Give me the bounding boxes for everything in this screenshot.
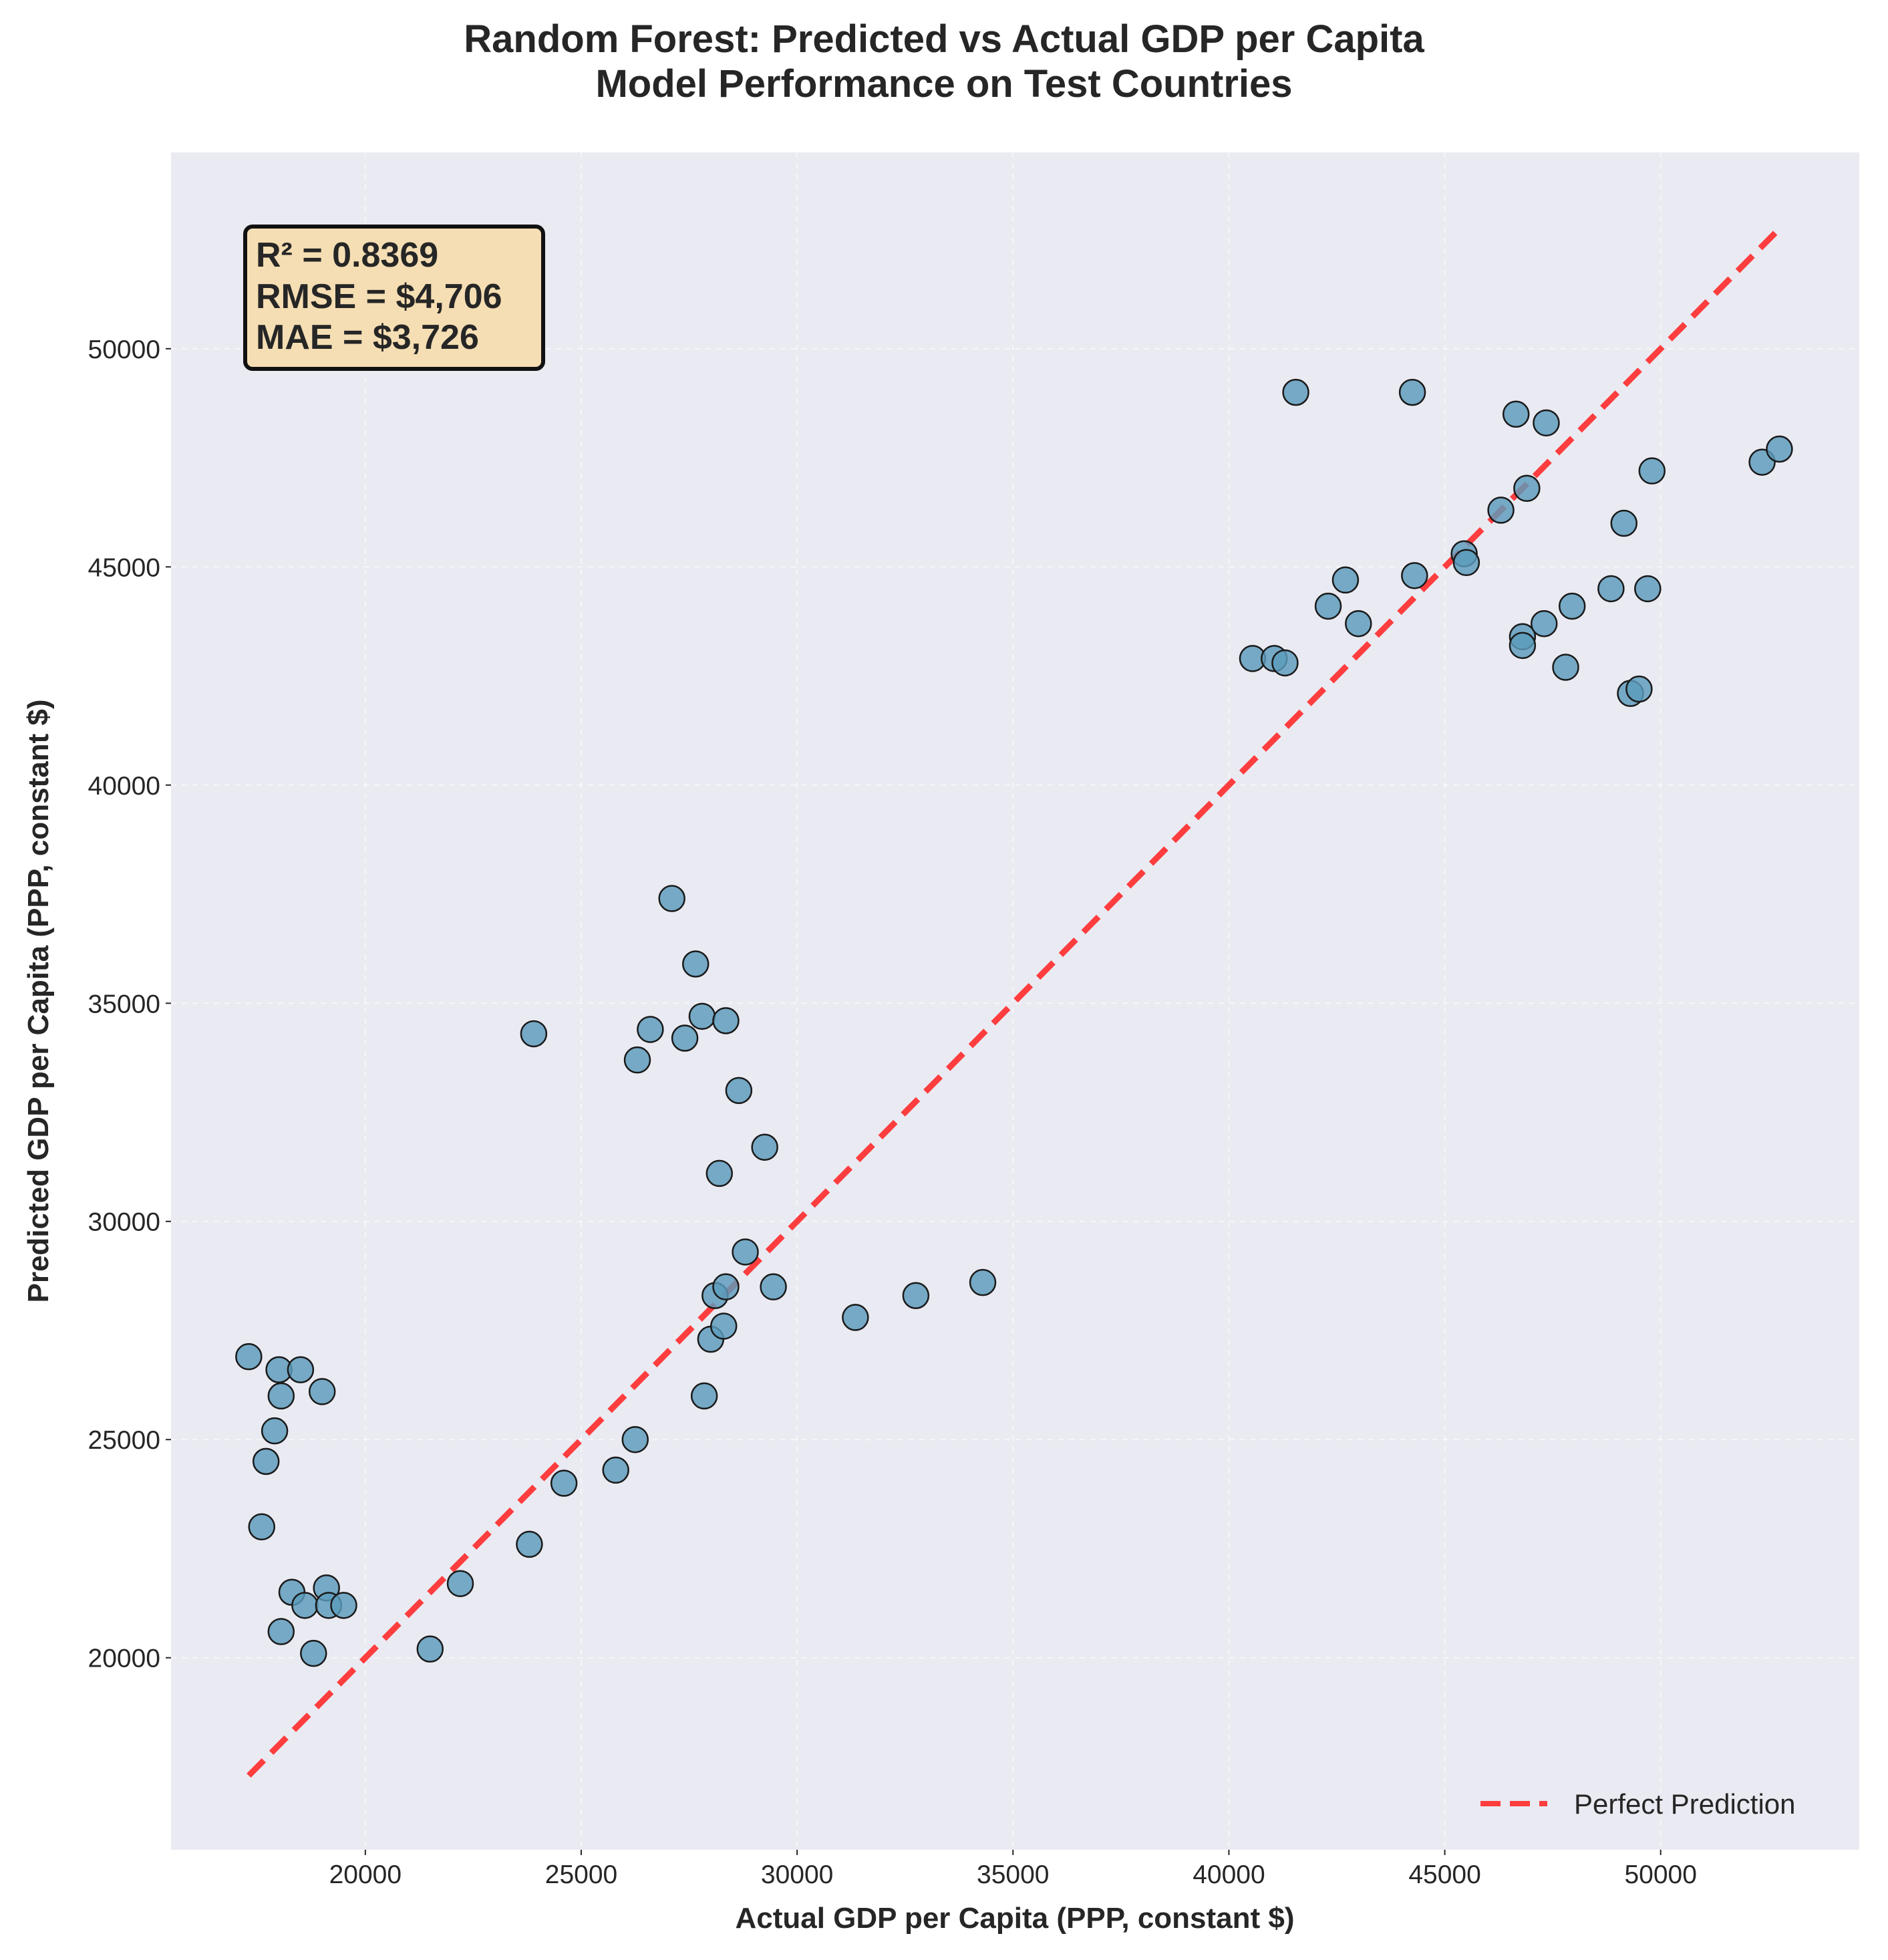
y-axis-label: Predicted GDP per Capita (PPP, constant … xyxy=(22,699,55,1302)
data-point xyxy=(681,950,710,978)
y-tick-label: 35000 xyxy=(88,990,160,1018)
x-tick-label: 50000 xyxy=(1624,1860,1696,1889)
x-tick-label: 30000 xyxy=(761,1860,833,1889)
data-point xyxy=(1638,457,1666,484)
data-point xyxy=(623,1046,651,1074)
data-point xyxy=(252,1447,280,1476)
data-point xyxy=(1558,592,1586,620)
data-point xyxy=(969,1268,997,1296)
data-point xyxy=(261,1417,289,1445)
y-tick-label: 25000 xyxy=(88,1426,160,1455)
y-tick-label: 40000 xyxy=(88,772,160,801)
data-point xyxy=(248,1513,275,1541)
data-point xyxy=(671,1024,699,1052)
y-tick-label: 20000 xyxy=(88,1645,160,1673)
axis-ticks: 20000 25000 30000 35000 40000 45000 50000 20000… xyxy=(88,335,1697,1889)
data-point xyxy=(712,1273,740,1300)
data-point xyxy=(416,1635,444,1663)
data-point xyxy=(1282,378,1309,406)
data-point xyxy=(1513,474,1541,503)
data-point xyxy=(1314,592,1342,620)
data-point xyxy=(308,1378,336,1405)
x-tick-label: 45000 xyxy=(1408,1860,1480,1889)
legend-label-perfect-prediction: Perfect Prediction xyxy=(1574,1788,1796,1820)
x-tick-label: 25000 xyxy=(545,1860,617,1889)
data-point xyxy=(602,1456,629,1484)
stats-rmse: RMSE = $4,706 xyxy=(256,277,502,316)
data-point xyxy=(1610,509,1638,537)
data-point xyxy=(710,1312,738,1340)
data-point xyxy=(658,885,685,912)
stats-mae: MAE = $3,726 xyxy=(256,318,479,357)
data-point xyxy=(688,1002,716,1030)
legend: Perfect Prediction xyxy=(1480,1788,1796,1820)
data-point xyxy=(1766,435,1793,463)
data-point xyxy=(267,1382,295,1410)
data-point xyxy=(330,1592,357,1619)
data-point xyxy=(1552,654,1579,681)
data-point xyxy=(842,1304,869,1331)
data-point xyxy=(550,1469,578,1497)
data-point xyxy=(291,1592,319,1619)
data-point xyxy=(446,1570,474,1597)
data-point xyxy=(751,1133,778,1161)
stats-box: R² = 0.8369 RMSE = $4,706 MAE = $3,726 xyxy=(243,225,545,371)
data-point xyxy=(1597,575,1625,603)
data-point xyxy=(516,1530,543,1558)
data-point xyxy=(725,1077,753,1105)
x-tick-label: 40000 xyxy=(1193,1860,1265,1889)
data-point xyxy=(267,1618,295,1645)
stats-r2: R² = 0.8369 xyxy=(256,236,438,275)
data-point xyxy=(1509,632,1537,660)
data-point xyxy=(1625,675,1653,703)
data-point xyxy=(1452,549,1480,577)
data-point xyxy=(712,1007,740,1034)
data-point xyxy=(520,1020,548,1048)
data-point xyxy=(1530,609,1558,638)
data-point xyxy=(1271,649,1299,677)
data-point xyxy=(1345,609,1372,638)
y-tick-label: 45000 xyxy=(88,553,160,582)
data-point xyxy=(1533,409,1560,437)
data-point xyxy=(732,1238,759,1266)
data-point xyxy=(1502,400,1530,428)
data-point xyxy=(1331,566,1360,594)
data-point xyxy=(1487,497,1515,524)
data-point xyxy=(705,1159,734,1187)
data-point xyxy=(287,1356,315,1383)
chart-title-line-2: Model Performance on Test Countries xyxy=(595,62,1292,106)
x-axis-label: Actual GDP per Capita (PPP, constant $) xyxy=(735,1902,1294,1935)
data-point xyxy=(1398,378,1426,406)
data-point xyxy=(760,1273,787,1300)
data-point xyxy=(235,1343,263,1371)
data-point xyxy=(637,1016,664,1043)
chart-title-line-1: Random Forest: Predicted vs Actual GDP p… xyxy=(464,17,1424,61)
data-point xyxy=(1401,562,1428,589)
data-point xyxy=(1634,575,1662,603)
y-tick-label: 30000 xyxy=(88,1208,160,1237)
data-point xyxy=(902,1282,930,1309)
data-points xyxy=(235,378,1793,1667)
x-tick-label: 35000 xyxy=(977,1860,1049,1889)
data-point xyxy=(621,1425,649,1453)
y-tick-label: 50000 xyxy=(88,335,160,364)
data-point xyxy=(690,1382,718,1410)
data-point xyxy=(300,1639,327,1667)
x-tick-label: 20000 xyxy=(329,1860,402,1889)
